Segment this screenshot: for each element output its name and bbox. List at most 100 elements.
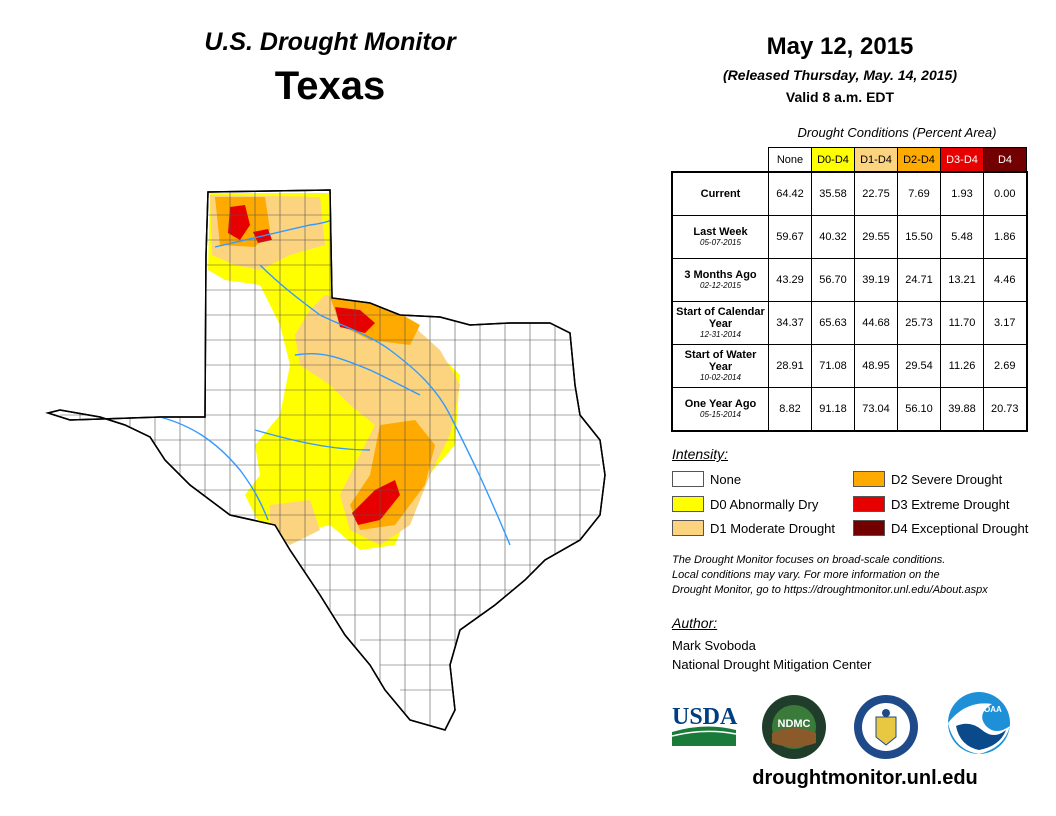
table-cell: 8.82 [768,387,812,432]
table-row: 3 Months Ago 02-12-2015 43.29 56.70 39.19 24.… [671,258,1028,302]
table-cell: 29.55 [854,215,898,259]
table-cell: 2.69 [983,344,1028,388]
table-cell: 71.08 [811,344,855,388]
column-header-none: None [768,147,812,173]
d1-region-3 [270,500,320,545]
table-row: Current 64.42 35.58 22.75 7.69 1.93 0.00 [671,171,1028,216]
map-date: May 12, 2015 [766,33,914,60]
table-cell: 39.19 [854,258,898,302]
usda-logo-text: USDA [672,704,738,730]
table-cell: 3.17 [983,301,1028,345]
column-header-d3-d4: D3-D4 [940,147,984,173]
table-cell: 7.69 [897,171,941,216]
table-cell: 13.21 [940,258,984,302]
map-brand-title: U.S. Drought Monitor [204,28,456,56]
legend-label-d4: D4 Exceptional Drought [891,520,1029,536]
release-date: (Released Thursday, May. 14, 2015) [723,67,957,83]
intensity-legend-title: Intensity: [672,446,729,462]
table-cell: 91.18 [811,387,855,432]
column-header-d0-d4: D0-D4 [811,147,855,173]
county-lines [60,190,600,730]
d2-region-2 [330,297,420,345]
row-date: 05-07-2015 [700,238,741,247]
ndmc-logo-text: NDMC [778,718,811,730]
row-label-text: Start of Water Year [684,349,757,373]
table-cell: 44.68 [854,301,898,345]
table-row: One Year Ago 05-15-2014 8.82 91.18 73.04 56.1… [671,387,1028,432]
table-cell: 39.88 [940,387,984,432]
note-line-3: Drought Monitor, go to https://droughtmo… [672,584,988,596]
table-cell: 48.95 [854,344,898,388]
row-label: One Year Ago 05-15-2014 [671,387,769,432]
table-cell: 28.91 [768,344,812,388]
noaa-logo: NOAA [948,692,1010,754]
row-date: 05-15-2014 [700,410,741,419]
legend-item-d3: D3 Extreme Drought [853,495,1010,513]
table-cell: 5.48 [940,215,984,259]
legend-swatch-none [672,471,704,487]
table-cell: 11.26 [940,344,984,388]
table-row: Start of Water Year 10-02-2014 28.91 71.08 4… [671,344,1028,388]
drought-conditions-table: None D0-D4 D1-D4 D2-D4 D3-D4 D4 Current 64.42 3… [671,147,1028,432]
state-title: Texas [274,64,386,108]
legend-swatch-d2 [853,471,885,487]
legend-label-d3: D3 Extreme Drought [891,496,1010,512]
drought-monitor-note: The Drought Monitor focuses on broad-sca… [672,553,1052,598]
row-label-text: 3 Months Ago [684,269,757,281]
legend-label-d2: D2 Severe Drought [891,471,1003,487]
ndmc-logo: NDMC [762,695,826,759]
table-cell: 59.67 [768,215,812,259]
commerce-seal-logo [854,695,918,759]
valid-time: Valid 8 a.m. EDT [785,89,895,105]
legend-item-d2: D2 Severe Drought [853,470,1002,488]
row-label: Start of Water Year 10-02-2014 [671,344,769,388]
table-cell: 34.37 [768,301,812,345]
note-line-2: Local conditions may vary. For more info… [672,569,940,581]
table-cell: 73.04 [854,387,898,432]
legend-label-d1: D1 Moderate Drought [710,520,836,536]
table-cell: 11.70 [940,301,984,345]
row-date: 12-31-2014 [700,330,741,339]
legend-label-d0: D0 Abnormally Dry [710,496,819,512]
table-header-row: None D0-D4 D1-D4 D2-D4 D3-D4 D4 [672,147,1027,173]
row-date: 02-12-2015 [700,281,741,290]
row-label: Current [671,171,769,216]
author-organization: National Drought Mitigation Center [672,657,872,672]
table-cell: 64.42 [768,171,812,216]
column-header-d1-d4: D1-D4 [854,147,898,173]
table-row: Start of Calendar Year 12-31-2014 34.37 65.… [671,301,1028,345]
table-cell: 40.32 [811,215,855,259]
legend-swatch-d1 [672,520,704,536]
row-label: Start of Calendar Year 12-31-2014 [671,301,769,345]
legend-item-d1: D1 Moderate Drought [672,519,835,537]
table-cell: 56.10 [897,387,941,432]
d3-region-3 [352,480,400,525]
table-cell: 15.50 [897,215,941,259]
row-label: 3 Months Ago 02-12-2015 [671,258,769,302]
table-cell: 0.00 [983,171,1028,216]
row-label-text: Current [700,188,741,200]
d3-region [228,205,250,240]
table-cell: 56.70 [811,258,855,302]
website-url[interactable]: droughtmonitor.unl.edu [752,767,978,789]
table-cell: 65.63 [811,301,855,345]
table-cell: 25.73 [897,301,941,345]
table-cell: 35.58 [811,171,855,216]
table-cell: 24.71 [897,258,941,302]
row-label-text: One Year Ago [684,398,757,410]
legend-swatch-d4 [853,520,885,536]
legend-label-none: None [710,471,742,487]
author-heading: Author: [672,615,718,631]
row-date: 10-02-2014 [700,373,741,382]
table-cell: 1.93 [940,171,984,216]
column-header-d4: D4 [983,147,1027,173]
table-cell: 1.86 [983,215,1028,259]
author-name: Mark Svoboda [672,638,756,653]
column-header-d2-d4: D2-D4 [897,147,941,173]
table-cell: 43.29 [768,258,812,302]
legend-swatch-d3 [853,496,885,512]
table-title: Drought Conditions (Percent Area) [797,125,997,140]
row-label-text: Last Week [693,226,748,238]
legend-item-d4: D4 Exceptional Drought [853,519,1028,537]
texas-drought-map [45,189,606,731]
